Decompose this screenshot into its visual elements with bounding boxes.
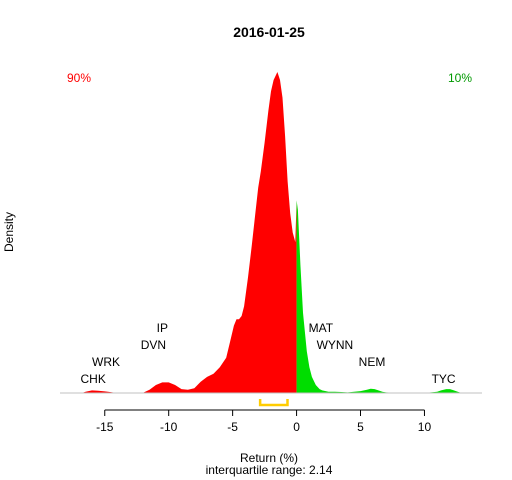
stock-label-wrk: WRK	[92, 355, 120, 369]
x-tick-label: -5	[227, 420, 238, 434]
stock-label-chk: CHK	[81, 372, 106, 386]
x-tick-label: -15	[96, 420, 114, 434]
negative-share-label: 90%	[67, 71, 91, 85]
chart-title: 2016-01-25	[233, 24, 305, 40]
y-axis-label: Density	[2, 212, 16, 252]
x-tick-label: 0	[293, 420, 300, 434]
negative-density-area	[81, 72, 297, 393]
stock-label-ip: IP	[157, 321, 168, 335]
stock-label-dvn: DVN	[141, 338, 166, 352]
iqr-caption: interquartile range: 2.14	[206, 463, 333, 477]
x-tick-label: -10	[160, 420, 178, 434]
stock-label-mat: MAT	[309, 321, 334, 335]
stock-label-tyc: TYC	[432, 372, 456, 386]
stock-annotations: CHK WRK DVN IP MAT WYNN NEM TYC	[81, 321, 456, 386]
stock-label-wynn: WYNN	[317, 338, 354, 352]
stock-label-nem: NEM	[359, 355, 386, 369]
x-axis-label: Return (%)	[240, 451, 298, 465]
x-ticks: -15 -10 -5 0 5 10	[96, 410, 431, 434]
x-tick-label: 5	[357, 420, 364, 434]
positive-share-label: 10%	[448, 71, 472, 85]
plot-area	[60, 72, 482, 407]
x-tick-label: 10	[418, 420, 432, 434]
iqr-bracket	[258, 399, 289, 407]
x-axis: -15 -10 -5 0 5 10	[96, 409, 431, 434]
